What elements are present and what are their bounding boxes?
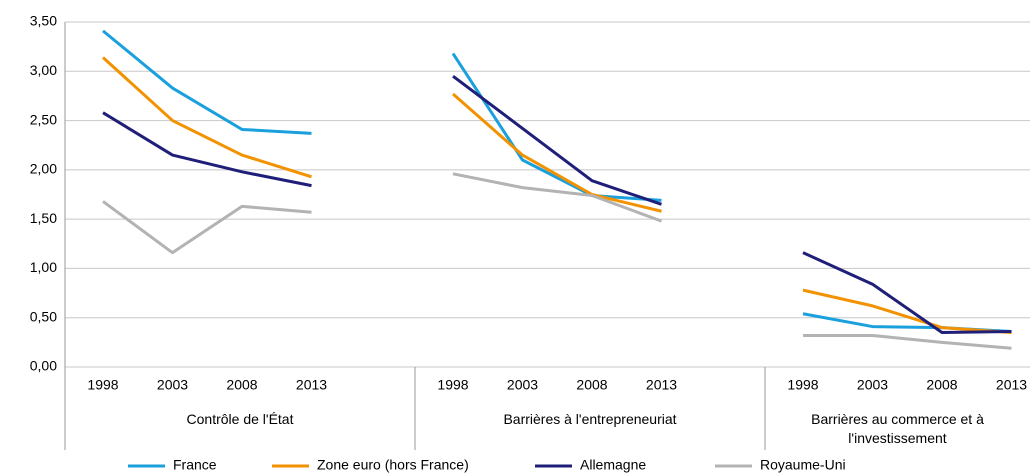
series-line <box>802 251 1012 334</box>
x-tick-label: 2003 <box>157 377 188 393</box>
x-tick-label: 1998 <box>87 377 118 393</box>
series-line <box>451 52 662 202</box>
group-label: Barrières à l'entrepreneuriat <box>503 411 677 427</box>
y-tick-label: 2,00 <box>30 161 57 177</box>
y-tick-label: 0,50 <box>30 308 57 324</box>
series-line <box>101 56 312 179</box>
y-tick-label: 2,50 <box>30 111 57 127</box>
series-line <box>452 75 662 206</box>
legend-label: France <box>173 457 217 473</box>
x-tick-label: 2008 <box>226 377 257 393</box>
y-tick-label: 1,50 <box>30 210 57 226</box>
x-tick-label: 2003 <box>857 377 888 393</box>
x-tick-label: 1998 <box>787 377 818 393</box>
y-tick-label: 0,00 <box>30 358 57 374</box>
series-line <box>102 111 312 188</box>
x-tick-label: 2008 <box>926 377 957 393</box>
legend-label: Zone euro (hors France) <box>317 457 469 473</box>
legend-label: Royaume-Uni <box>760 457 846 473</box>
series-line <box>803 333 1012 350</box>
y-tick-label: 3,00 <box>30 62 57 78</box>
series-line <box>102 29 312 135</box>
group-label: Barrières au commerce et à l'investissem… <box>811 411 984 446</box>
x-tick-label: 2003 <box>507 377 538 393</box>
group-label: Contrôle de l'État <box>186 411 294 427</box>
legend-label: Allemagne <box>580 457 646 473</box>
x-tick-label: 2013 <box>646 377 677 393</box>
y-tick-label: 3,50 <box>30 13 57 29</box>
series-line <box>452 92 662 213</box>
x-tick-label: 2013 <box>996 377 1027 393</box>
x-tick-label: 1998 <box>437 377 468 393</box>
series-line <box>102 200 312 255</box>
x-tick-label: 2008 <box>576 377 607 393</box>
series-line <box>452 172 663 223</box>
series-line <box>802 288 1012 334</box>
y-tick-label: 1,00 <box>30 259 57 275</box>
x-tick-label: 2013 <box>296 377 327 393</box>
